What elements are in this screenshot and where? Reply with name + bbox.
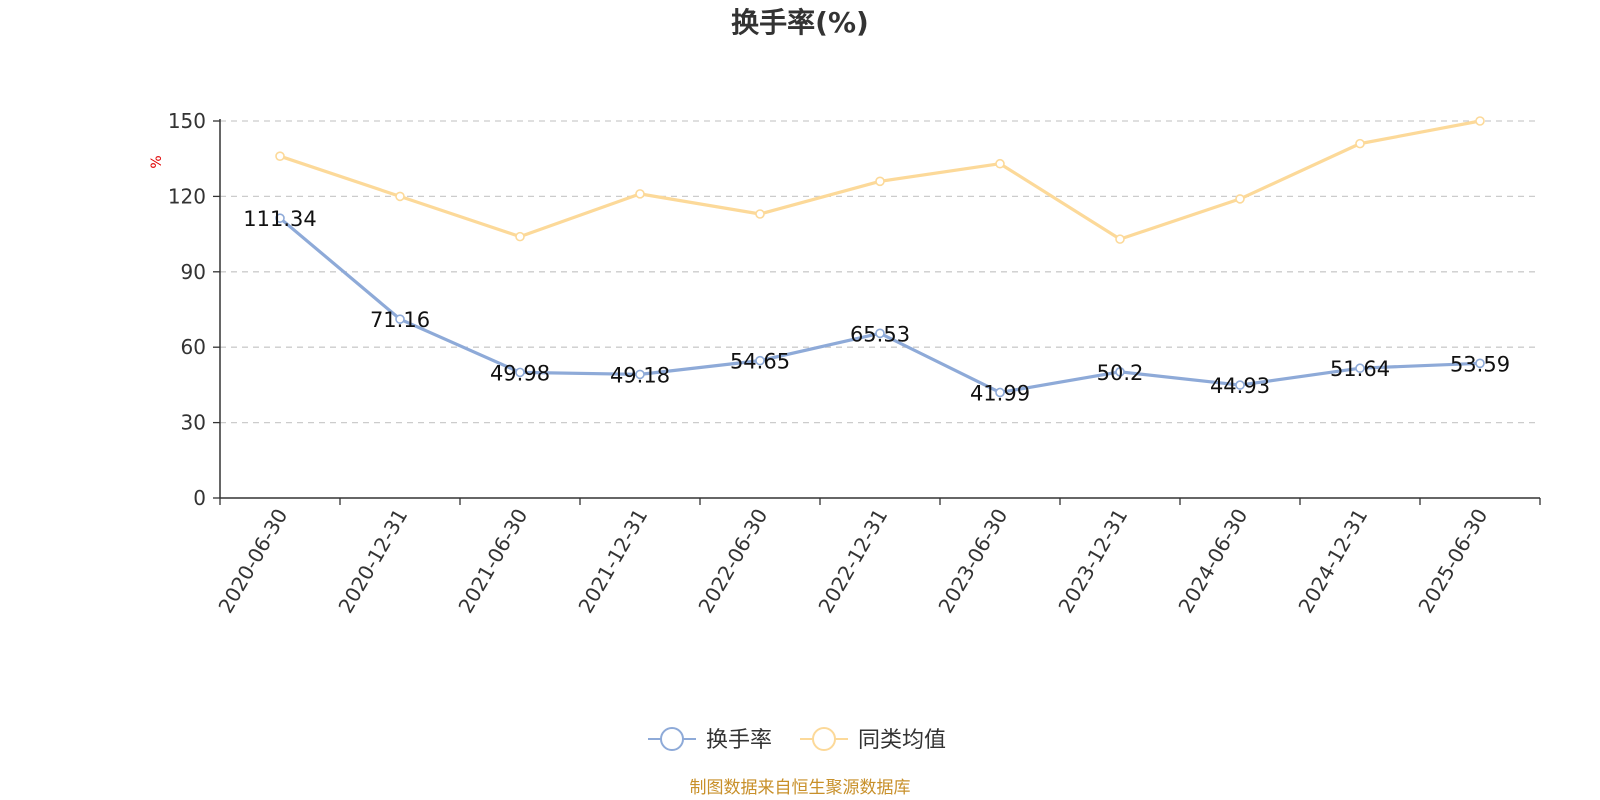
legend-swatch-marker <box>660 727 684 751</box>
series-1-point <box>275 151 285 161</box>
data-label: 54.65 <box>730 350 790 374</box>
series-1-point <box>875 176 885 187</box>
series-1-point <box>1115 234 1125 244</box>
series-0-point <box>1115 367 1125 377</box>
x-tick-label: 2024-12-31 <box>1293 505 1372 618</box>
series-1-point <box>515 231 525 242</box>
x-tick-label: 2022-06-30 <box>693 505 772 618</box>
series-1-point <box>995 158 1005 169</box>
x-axis-ticks: 2020-06-30 2020-12-31 2021-06-30 2021-12-31… <box>213 498 1541 618</box>
data-label: 44.93 <box>1210 374 1270 398</box>
x-tick-label: 2022-12-31 <box>813 505 892 618</box>
x-tick-label: 2020-06-30 <box>213 505 292 618</box>
series-0-point <box>995 387 1005 398</box>
series-0-point <box>875 328 885 339</box>
x-tick-label: 2020-12-31 <box>333 505 412 618</box>
series-0-point <box>515 367 525 378</box>
series-1-point <box>395 191 405 202</box>
x-tick-label: 2023-06-30 <box>933 505 1012 618</box>
data-label: 41.99 <box>970 381 1030 405</box>
source-note: 制图数据来自恒生聚源数据库 <box>690 778 911 798</box>
legend-swatch-marker <box>812 727 836 751</box>
x-tick-label: 2021-12-31 <box>573 505 652 618</box>
axes <box>219 119 1540 499</box>
data-label: 111.34 <box>243 207 316 231</box>
legend-item-0[interactable]: 换手率 <box>648 727 772 753</box>
series-1-point <box>1475 116 1485 126</box>
series-0-point <box>755 355 765 366</box>
data-label: 49.98 <box>490 361 550 385</box>
y-tick-label-60: 60 <box>181 335 206 359</box>
series-0-point <box>1355 363 1365 374</box>
series-line-0 <box>278 216 1481 395</box>
legend-label: 换手率 <box>706 728 772 753</box>
y-tick-label-0: 0 <box>193 486 206 510</box>
y-axis-ticks: 0 30 60 90 120 150 <box>168 109 220 510</box>
series-1-point <box>1355 138 1365 149</box>
series-0-point <box>1235 380 1245 390</box>
grid-lines <box>220 120 1540 424</box>
x-tick-label: 2024-06-30 <box>1173 505 1252 618</box>
y-tick-label-120: 120 <box>168 184 206 208</box>
series-1-point <box>635 189 645 199</box>
series-0-point <box>275 213 285 223</box>
data-label: 50.2 <box>1097 361 1144 385</box>
y-tick-label-150: 150 <box>168 109 206 133</box>
series-0-point <box>395 314 405 324</box>
data-label: 49.18 <box>610 363 670 387</box>
series-group <box>275 116 1485 398</box>
data-label: 51.64 <box>1330 357 1390 381</box>
data-label: 71.16 <box>370 308 430 332</box>
legend-label: 同类均值 <box>858 728 946 753</box>
series-0-point <box>635 369 645 380</box>
data-labels: 111.34 71.16 49.98 49.18 54.65 65.53 41.99 50.2… <box>243 207 1510 405</box>
series-1-point <box>1235 194 1245 204</box>
y-axis-label: % <box>149 155 165 168</box>
series-1-point <box>755 209 765 219</box>
legend-item-1[interactable]: 同类均值 <box>800 727 946 753</box>
chart-title: 换手率(%) <box>731 6 869 39</box>
y-tick-label-90: 90 <box>181 260 206 284</box>
legend[interactable]: 换手率 同类均值 <box>648 727 946 753</box>
x-tick-label: 2025-06-30 <box>1413 505 1492 618</box>
y-tick-label-30: 30 <box>181 411 206 435</box>
series-0-point <box>1475 358 1485 369</box>
data-label: 53.59 <box>1450 352 1510 376</box>
x-tick-label: 2023-12-31 <box>1053 505 1132 618</box>
data-label: 65.53 <box>850 322 910 346</box>
x-tick-label: 2021-06-30 <box>453 505 532 618</box>
